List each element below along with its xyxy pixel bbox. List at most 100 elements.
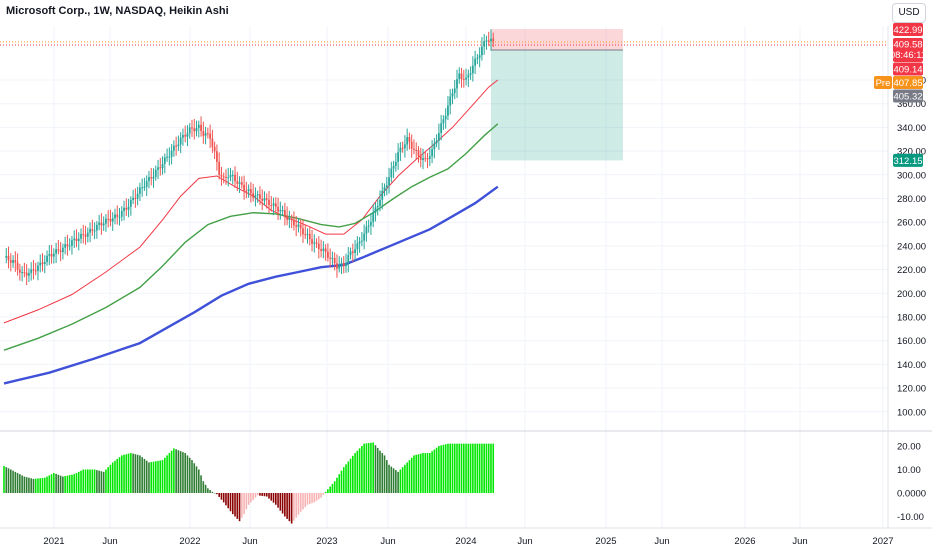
candle-body <box>188 127 191 134</box>
candle-body <box>324 248 327 252</box>
candle-body <box>460 73 463 79</box>
candle-body <box>9 260 12 263</box>
osc-bar <box>302 493 304 510</box>
candle-body <box>186 133 189 137</box>
x-tick-label: Jun <box>792 536 807 547</box>
candle-body <box>322 248 325 251</box>
candle-body <box>100 222 103 226</box>
candle-body <box>118 216 121 218</box>
y-tick-label: 240.00 <box>897 241 926 252</box>
candle-body <box>68 245 71 247</box>
osc-bar <box>293 493 295 521</box>
osc-bar <box>96 470 98 493</box>
candle-body <box>136 193 139 199</box>
candle-body <box>225 176 227 178</box>
osc-bar <box>98 470 100 493</box>
osc-bar <box>290 493 293 524</box>
candle-body <box>231 174 234 176</box>
candle-body <box>125 207 128 210</box>
candle-body <box>98 222 101 225</box>
osc-bar <box>458 443 461 493</box>
osc-bar <box>130 453 132 493</box>
osc-bar <box>148 462 150 493</box>
candle-body <box>95 224 98 231</box>
osc-bar <box>182 452 184 493</box>
candle-body <box>354 249 356 253</box>
osc-bar <box>376 447 379 493</box>
osc-bar <box>64 476 66 493</box>
currency-button[interactable]: USD <box>892 3 926 23</box>
osc-bar <box>25 477 28 493</box>
osc-bar <box>75 473 78 493</box>
candle-body <box>274 203 277 207</box>
pre-price-badge-bg <box>893 75 923 89</box>
candle-body <box>157 167 159 170</box>
osc-bar <box>19 474 21 493</box>
candle-body <box>71 240 73 246</box>
candle-body <box>383 187 386 191</box>
candle-body <box>236 181 239 184</box>
pre-price-badge: 407.85 <box>893 78 922 89</box>
candle-body <box>481 46 483 56</box>
osc-bar <box>492 443 495 493</box>
candle-body <box>363 233 366 241</box>
osc-bar <box>444 444 447 493</box>
osc-bar <box>134 454 137 493</box>
candle-body <box>127 206 130 210</box>
candle-body <box>93 230 96 232</box>
candle-body <box>401 147 404 149</box>
candle-body <box>145 181 148 187</box>
x-tick-label: 2021 <box>43 536 64 547</box>
osc-bar <box>304 493 307 508</box>
osc-bar <box>467 443 470 493</box>
candle-body <box>179 137 182 145</box>
osc-bar <box>200 475 202 493</box>
y-tick-label: 160.00 <box>897 336 926 347</box>
osc-bar <box>168 453 171 493</box>
candle-body <box>129 199 132 207</box>
osc-bar <box>234 493 236 517</box>
candle-body <box>349 251 352 256</box>
candle-body <box>268 199 270 206</box>
candle-body <box>7 256 10 261</box>
osc-bar <box>340 470 343 493</box>
osc-bar <box>161 460 164 493</box>
osc-bar <box>342 467 345 493</box>
candle-body <box>177 144 180 147</box>
osc-bar <box>28 477 30 493</box>
osc-bar <box>263 493 266 497</box>
osc-bar <box>284 493 286 517</box>
osc-bar <box>157 460 159 493</box>
candle-body <box>308 233 311 240</box>
osc-bar <box>236 493 239 519</box>
y-tick-label: 120.00 <box>897 384 926 395</box>
candle-body <box>261 198 264 201</box>
osc-bar <box>154 461 157 493</box>
candle-body <box>204 133 207 136</box>
candle-body <box>326 251 329 258</box>
osc-bar <box>435 447 438 493</box>
candle-body <box>435 140 438 144</box>
position-tool[interactable] <box>0 29 888 161</box>
candle-body <box>163 157 166 164</box>
osc-bar <box>120 455 123 493</box>
candle-body <box>28 272 30 276</box>
osc-bar <box>361 446 363 493</box>
grid <box>0 26 888 528</box>
candle-body <box>340 262 343 265</box>
osc-bar <box>231 493 234 515</box>
osc-bar <box>286 493 288 519</box>
last-price-badge: 409.58 <box>893 39 922 50</box>
candle-body <box>449 96 452 106</box>
x-tick-label: Jun <box>242 536 257 547</box>
osc-bar <box>288 493 291 522</box>
y-tick-label: 360.00 <box>897 99 926 110</box>
osc-bar <box>9 469 12 493</box>
candle-body <box>12 260 14 263</box>
candle-body <box>372 212 375 223</box>
osc-bar <box>333 481 336 493</box>
candle-body <box>252 193 255 198</box>
candle-body <box>80 233 82 239</box>
osc-bar <box>256 493 259 496</box>
osc-bar <box>32 478 35 493</box>
